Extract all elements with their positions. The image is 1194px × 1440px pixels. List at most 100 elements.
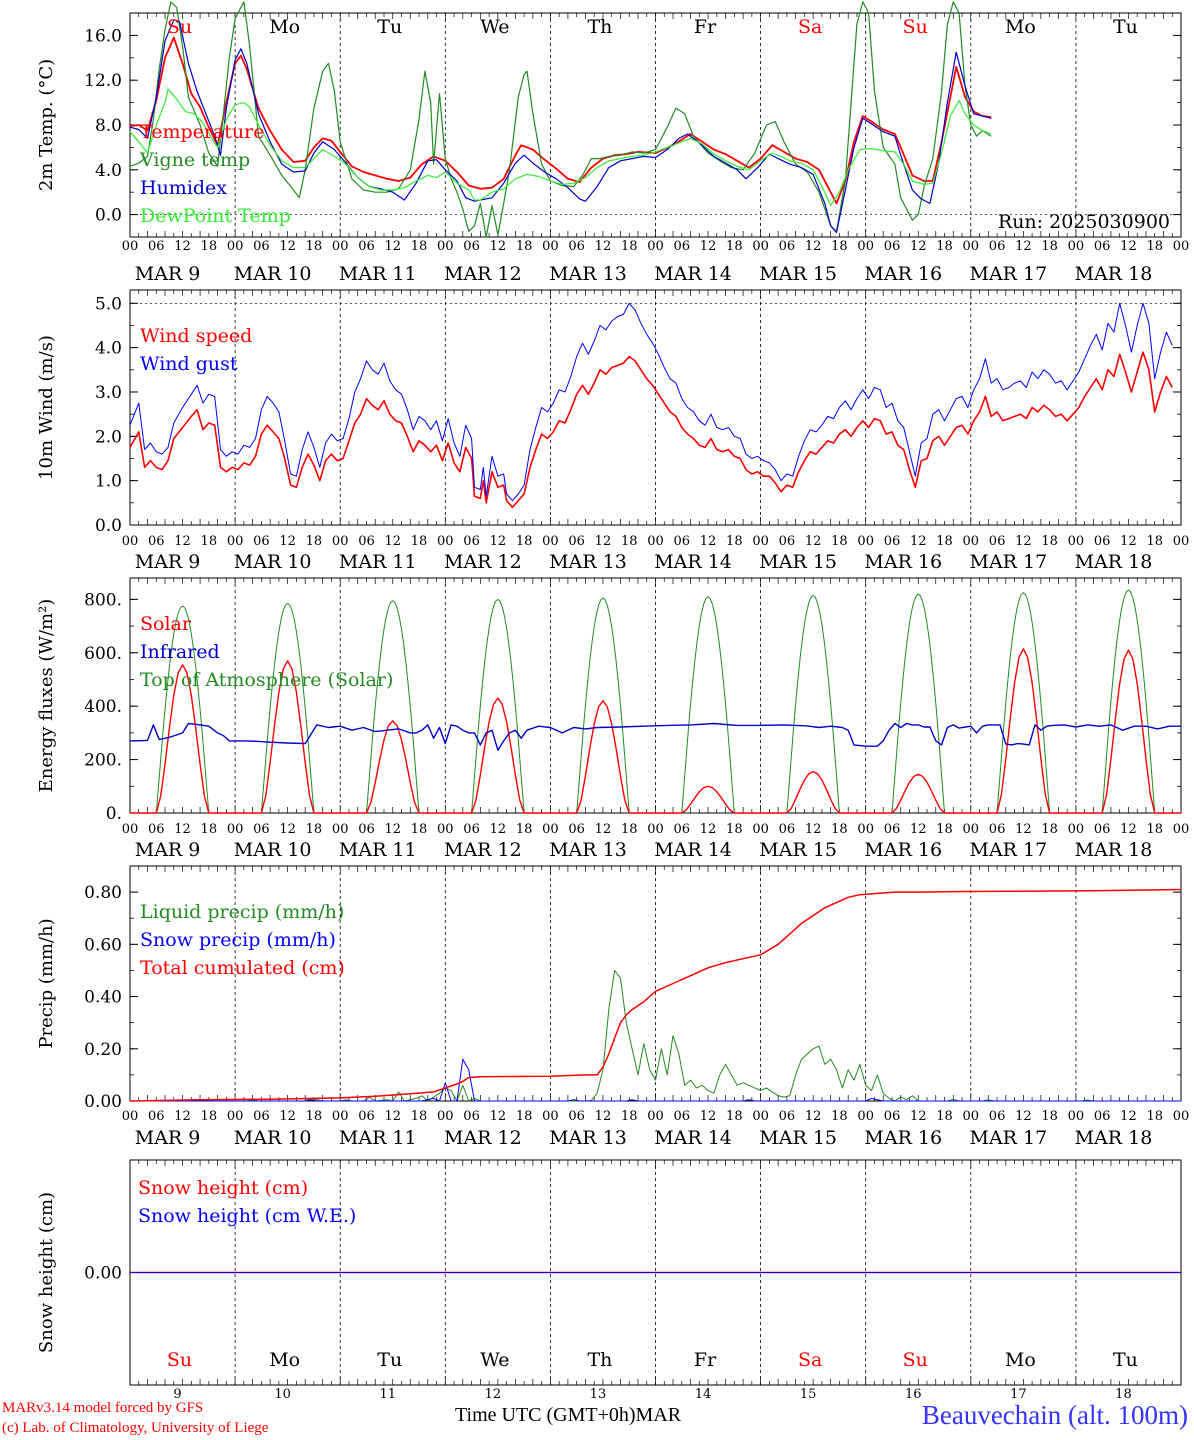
hour-tick-label: 06 [568, 822, 585, 837]
legend-entry: Snow precip (mm/h) [140, 929, 336, 951]
hour-tick-label: 12 [1120, 1109, 1137, 1124]
hour-tick-label: 12 [174, 239, 191, 254]
date-label: MAR 13 [549, 839, 627, 861]
hour-tick-label: 18 [831, 239, 848, 254]
hour-tick-label: 00 [332, 822, 349, 837]
hour-tick-label: 18 [621, 1109, 638, 1124]
hour-tick-label: 06 [884, 1109, 901, 1124]
toa-solar-line [550, 597, 656, 814]
weekday-label: Th [587, 16, 612, 38]
hour-tick-label: 06 [463, 1109, 480, 1124]
hour-tick-label: 00 [963, 1109, 980, 1124]
hour-tick-label: 06 [1094, 239, 1111, 254]
hour-tick-label: 06 [358, 534, 375, 549]
hour-tick-label: 00 [857, 239, 874, 254]
hour-tick-label: 18 [306, 239, 323, 254]
panel-snow: 0.00 Snow height (cm) Snow height (cm) Snow… [36, 1159, 1182, 1386]
series-line [130, 1058, 1181, 1102]
hour-tick-label: 18 [936, 534, 953, 549]
weekday-label-bottom: Tu [1113, 1349, 1138, 1371]
date-label: MAR 11 [339, 263, 417, 285]
date-label: MAR 14 [654, 263, 732, 285]
weekday-label: Tu [1113, 16, 1138, 38]
date-label: MAR 16 [864, 263, 942, 285]
hour-tick-label: 00 [963, 239, 980, 254]
hour-tick-label: 06 [674, 239, 691, 254]
hour-tick-label: 06 [253, 239, 270, 254]
hour-tick-label: 06 [779, 534, 796, 549]
hour-tick-label: 00 [122, 822, 139, 837]
hour-tick-label: 06 [358, 239, 375, 254]
chart-panels: 0.0 4.0 8.0 12.0 16.0 2m Temp. (°C) Temperatur… [36, 1, 1190, 1402]
hour-tick-label: 18 [201, 822, 218, 837]
date-label: MAR 10 [234, 551, 312, 573]
date-label: MAR 17 [969, 551, 1047, 573]
series-line [129, 351, 1173, 509]
hour-tick-label: 00 [963, 534, 980, 549]
hour-tick-label: 00 [963, 822, 980, 837]
date-label: MAR 16 [864, 839, 942, 861]
hour-tick-label: 18 [201, 534, 218, 549]
hour-tick-label: 18 [621, 534, 638, 549]
y-tick-label: 400. [84, 697, 122, 717]
hour-tick-label: 00 [1173, 534, 1190, 549]
hour-tick-label: 12 [490, 534, 507, 549]
hour-tick-label: 00 [647, 822, 664, 837]
weekday-label-bottom: Su [167, 1349, 192, 1371]
hour-tick-label: 00 [437, 239, 454, 254]
toa-solar-line [970, 592, 1076, 814]
day-number-label: 13 [590, 1387, 607, 1402]
y-tick-label: 0.60 [84, 935, 122, 955]
date-label: MAR 14 [654, 551, 732, 573]
hour-tick-label: 06 [989, 534, 1006, 549]
hour-tick-label: 06 [779, 1109, 796, 1124]
day-number-label: 16 [905, 1387, 922, 1402]
hour-tick-label: 12 [1120, 534, 1137, 549]
weekday-label: Su [167, 16, 192, 38]
hour-tick-label: 06 [884, 239, 901, 254]
y-axis-title: Precip (mm/h) [36, 918, 57, 1048]
y-tick-label: 3.0 [95, 383, 122, 403]
hour-tick-label: 06 [1094, 534, 1111, 549]
hour-tick-label: 06 [884, 822, 901, 837]
date-label: MAR 14 [654, 1127, 732, 1149]
y-tick-label: 16.0 [84, 26, 122, 46]
hour-tick-label: 00 [857, 822, 874, 837]
copyright-credit: (c) Lab. of Climatology, University of L… [2, 1420, 269, 1436]
legend-entry: Snow height (cm) [138, 1177, 308, 1199]
hour-tick-label: 18 [831, 822, 848, 837]
hour-tick-label: 18 [411, 239, 428, 254]
weekday-label-bottom: Su [903, 1349, 928, 1371]
hour-tick-label: 12 [1015, 822, 1032, 837]
hour-tick-label: 00 [752, 1109, 769, 1124]
toa-solar-line [865, 593, 971, 814]
hour-tick-label: 06 [253, 822, 270, 837]
series-line [129, 19, 992, 234]
weekday-label-bottom: Fr [694, 1349, 717, 1371]
legend-entry: Top of Atmosphere (Solar) [140, 669, 393, 691]
weekday-label-bottom: Mo [269, 1349, 300, 1371]
hour-tick-label: 18 [726, 534, 743, 549]
hour-tick-label: 12 [1015, 1109, 1032, 1124]
hour-tick-label: 12 [279, 239, 296, 254]
hour-tick-label: 00 [647, 534, 664, 549]
hour-tick-label: 12 [384, 534, 401, 549]
hour-tick-label: 06 [989, 1109, 1006, 1124]
hour-tick-label: 00 [437, 822, 454, 837]
day-number-label: 14 [695, 1387, 712, 1402]
hour-tick-label: 00 [752, 822, 769, 837]
hour-tick-label: 18 [831, 534, 848, 549]
toa-solar-line [340, 600, 446, 814]
hour-tick-label: 18 [831, 1109, 848, 1124]
panel-wind: 0.0 1.0 2.0 3.0 4.0 5.0 10m Wind (m/s) Wind spe… [36, 289, 1190, 573]
hour-tick-label: 12 [805, 239, 822, 254]
day-number-label: 11 [379, 1387, 396, 1402]
date-label: MAR 13 [549, 1127, 627, 1149]
hour-tick-label: 12 [490, 239, 507, 254]
hour-tick-label: 18 [411, 1109, 428, 1124]
hour-tick-label: 00 [227, 534, 244, 549]
hour-tick-label: 18 [516, 822, 533, 837]
hour-tick-label: 18 [1146, 239, 1163, 254]
hour-tick-label: 06 [463, 239, 480, 254]
y-axis-title: Snow height (cm) [36, 1192, 57, 1353]
